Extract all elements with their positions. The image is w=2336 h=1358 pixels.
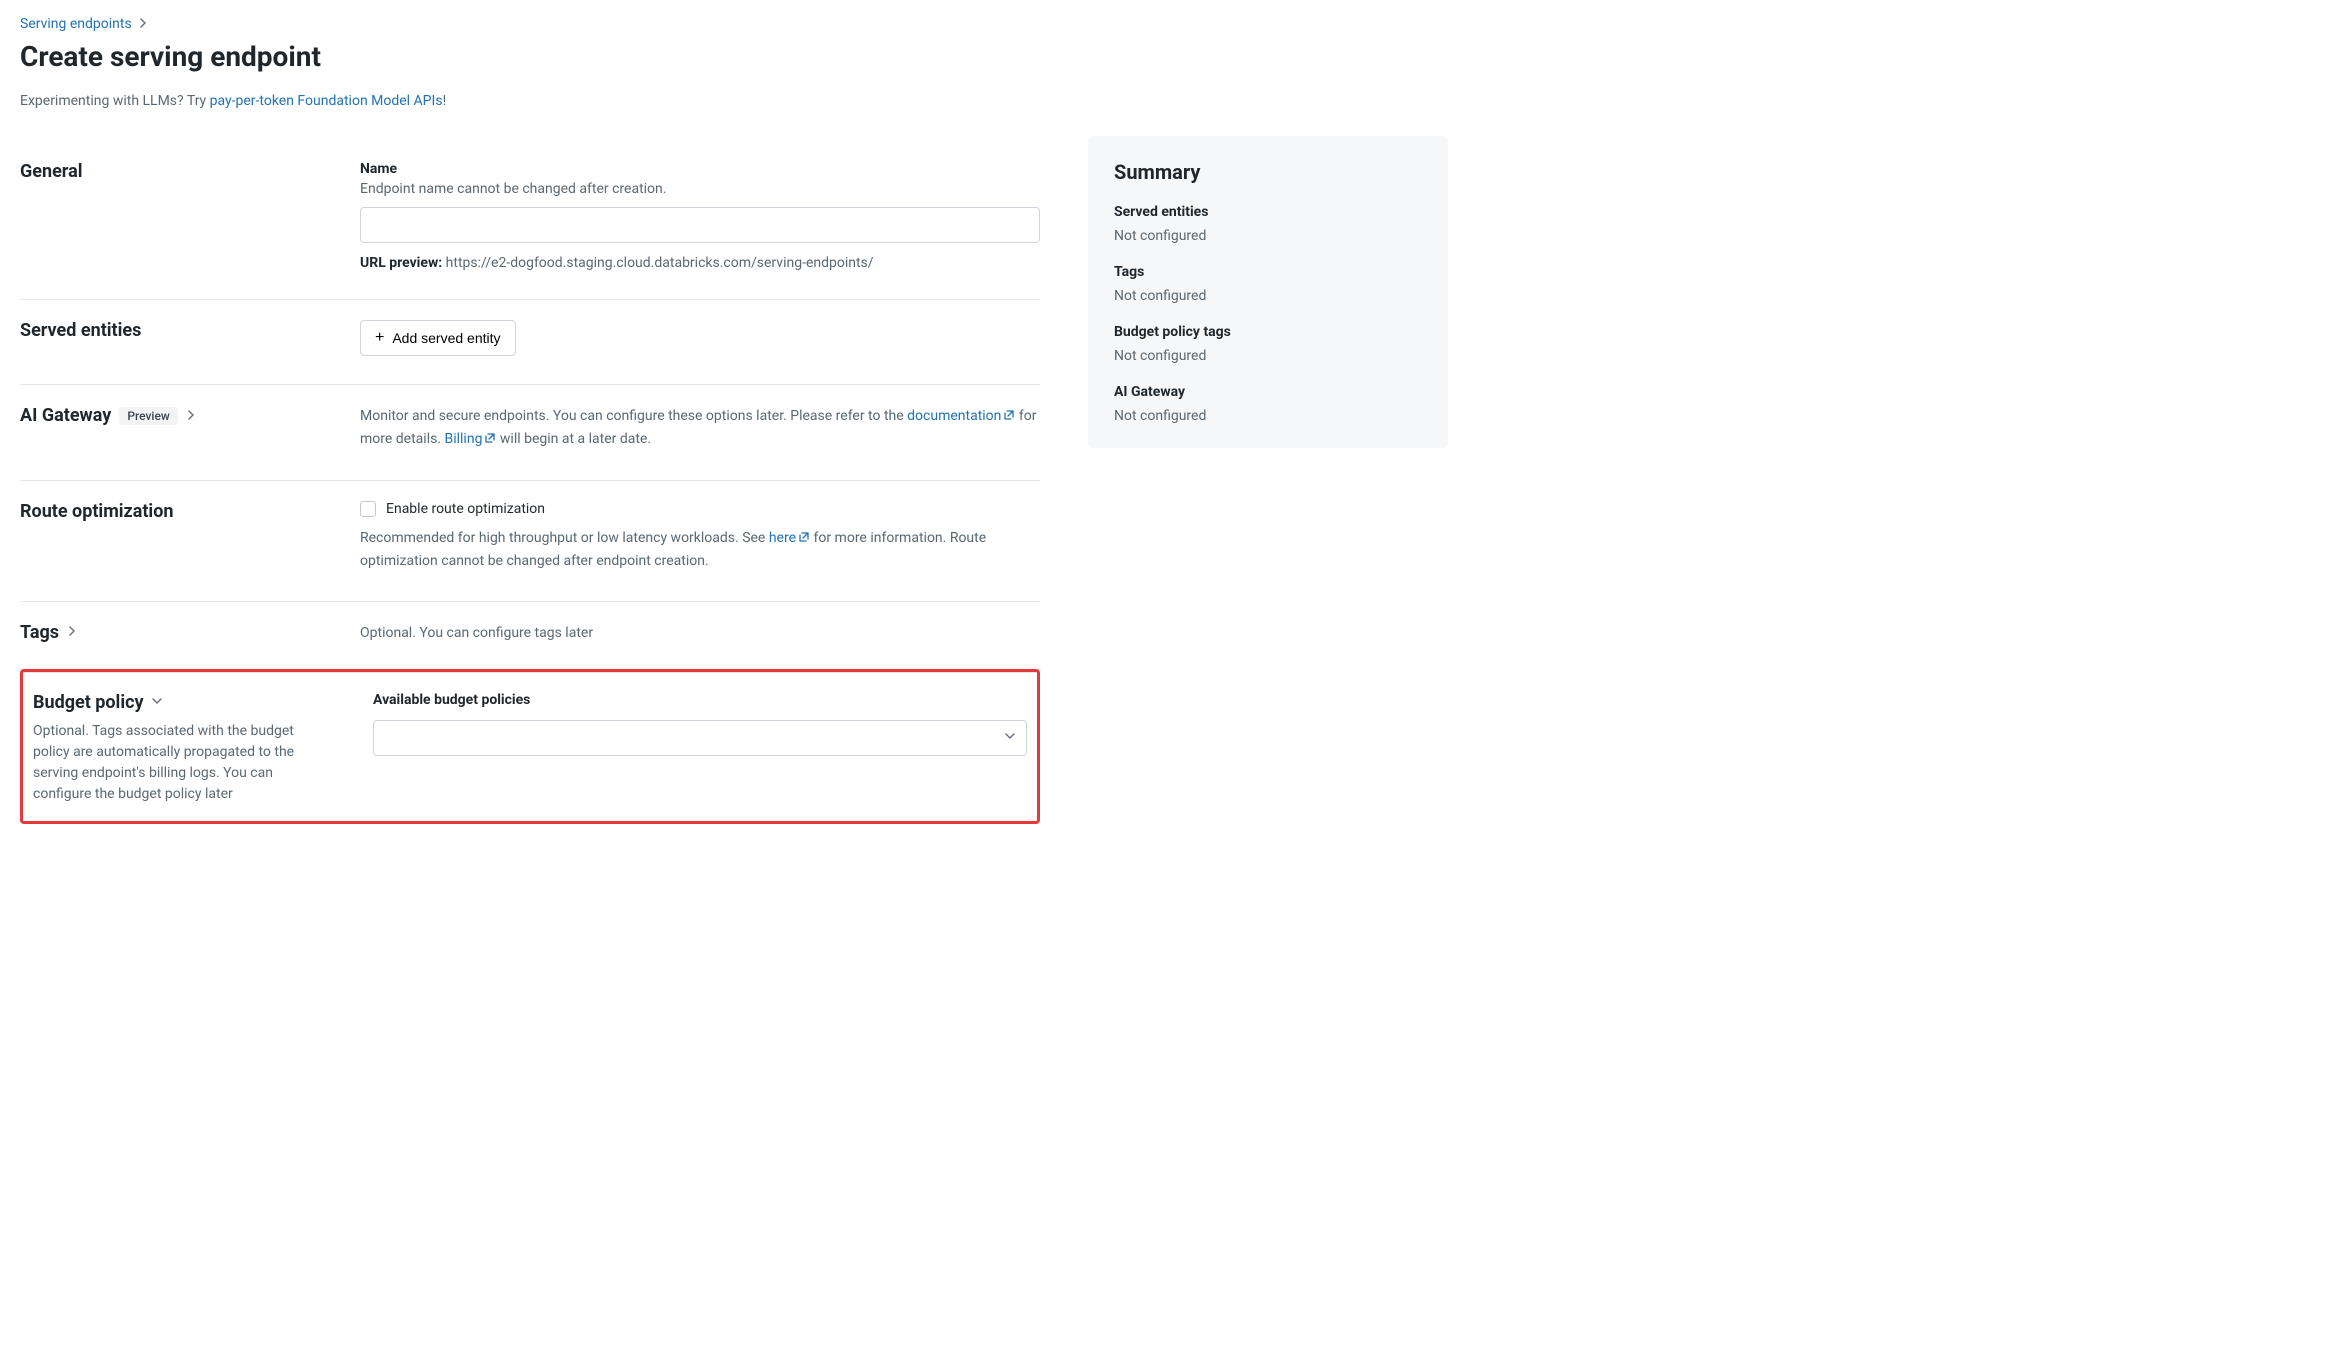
summary-value: Not configured: [1114, 288, 1422, 304]
chevron-right-icon: [67, 625, 77, 639]
chevron-right-icon: [138, 17, 148, 31]
section-route-optimization: Route optimization Enable route optimiza…: [20, 481, 1040, 602]
endpoint-name-input[interactable]: [360, 207, 1040, 243]
section-ai-gateway: AI Gateway Preview Monitor and secure en…: [20, 385, 1040, 481]
ai-gateway-desc-suffix: will begin at a later date.: [496, 431, 651, 447]
billing-link[interactable]: Billing: [445, 431, 497, 447]
add-served-entity-label: Add served entity: [392, 330, 500, 346]
summary-item-served: Served entities Not configured: [1114, 204, 1422, 244]
preview-badge: Preview: [119, 407, 178, 425]
section-served-entities: Served entities + Add served entity: [20, 300, 1040, 385]
documentation-link[interactable]: documentation: [907, 408, 1015, 424]
name-field-hint: Endpoint name cannot be changed after cr…: [360, 181, 1040, 197]
route-here-link[interactable]: here: [769, 530, 810, 546]
summary-label: Tags: [1114, 264, 1422, 280]
route-here-link-text: here: [769, 530, 796, 546]
ai-gateway-desc: Monitor and secure endpoints. You can co…: [360, 405, 1040, 452]
section-budget-title: Budget policy: [33, 692, 144, 713]
section-general: General Name Endpoint name cannot be cha…: [20, 141, 1040, 300]
budget-header[interactable]: Budget policy: [33, 692, 373, 713]
budget-field-label: Available budget policies: [373, 692, 1027, 708]
ai-gateway-desc-prefix: Monitor and secure endpoints. You can co…: [360, 408, 907, 424]
breadcrumb: Serving endpoints: [20, 16, 1040, 32]
external-link-icon: [1003, 406, 1015, 428]
foundation-model-link[interactable]: pay-per-token Foundation Model APIs: [210, 93, 443, 109]
url-preview: URL preview: https://e2-dogfood.staging.…: [360, 255, 1040, 271]
budget-policy-highlight: Budget policy Optional. Tags associated …: [20, 669, 1040, 824]
enable-route-optimization-checkbox[interactable]: [360, 501, 376, 517]
billing-link-text: Billing: [445, 431, 483, 447]
external-link-icon: [798, 528, 810, 550]
section-general-title: General: [20, 161, 360, 182]
summary-label: AI Gateway: [1114, 384, 1422, 400]
summary-label: Budget policy tags: [1114, 324, 1422, 340]
chevron-down-icon: [152, 695, 162, 709]
budget-desc: Optional. Tags associated with the budge…: [33, 721, 333, 805]
llm-hint: Experimenting with LLMs? Try pay-per-tok…: [20, 93, 1040, 109]
section-route-title: Route optimization: [20, 501, 360, 522]
summary-label: Served entities: [1114, 204, 1422, 220]
breadcrumb-parent-link[interactable]: Serving endpoints: [20, 16, 132, 32]
summary-item-tags: Tags Not configured: [1114, 264, 1422, 304]
page-title: Create serving endpoint: [20, 40, 1040, 73]
summary-item-budget-tags: Budget policy tags Not configured: [1114, 324, 1422, 364]
external-link-icon: [484, 429, 496, 451]
llm-hint-prefix: Experimenting with LLMs? Try: [20, 93, 210, 109]
section-ai-gateway-title: AI Gateway: [20, 405, 111, 426]
summary-sidebar: Summary Served entities Not configured T…: [1088, 136, 1448, 448]
section-served-title: Served entities: [20, 320, 360, 341]
tags-header[interactable]: Tags: [20, 622, 360, 643]
ai-gateway-header[interactable]: AI Gateway Preview: [20, 405, 360, 426]
budget-policy-select[interactable]: [373, 720, 1027, 756]
route-desc: Recommended for high throughput or low l…: [360, 527, 1040, 573]
chevron-right-icon: [186, 409, 196, 423]
documentation-link-text: documentation: [907, 408, 1001, 424]
section-tags: Tags Optional. You can configure tags la…: [20, 602, 1040, 673]
summary-value: Not configured: [1114, 348, 1422, 364]
add-served-entity-button[interactable]: + Add served entity: [360, 320, 516, 356]
section-budget-policy: Budget policy Optional. Tags associated …: [33, 684, 1027, 805]
section-tags-title: Tags: [20, 622, 59, 643]
tags-desc: Optional. You can configure tags later: [360, 622, 1040, 644]
plus-icon: +: [375, 330, 384, 346]
summary-value: Not configured: [1114, 228, 1422, 244]
enable-route-optimization-label: Enable route optimization: [386, 501, 545, 517]
main-form: Serving endpoints Create serving endpoin…: [20, 16, 1040, 824]
name-field-label: Name: [360, 161, 1040, 177]
summary-value: Not configured: [1114, 408, 1422, 424]
url-preview-value: https://e2-dogfood.staging.cloud.databri…: [446, 255, 874, 271]
summary-title: Summary: [1114, 160, 1422, 184]
chevron-down-icon: [1004, 730, 1016, 746]
summary-card: Summary Served entities Not configured T…: [1088, 136, 1448, 448]
llm-hint-suffix: !: [443, 93, 447, 109]
url-preview-label: URL preview:: [360, 255, 442, 271]
summary-item-ai-gateway: AI Gateway Not configured: [1114, 384, 1422, 424]
route-desc-prefix: Recommended for high throughput or low l…: [360, 530, 769, 546]
